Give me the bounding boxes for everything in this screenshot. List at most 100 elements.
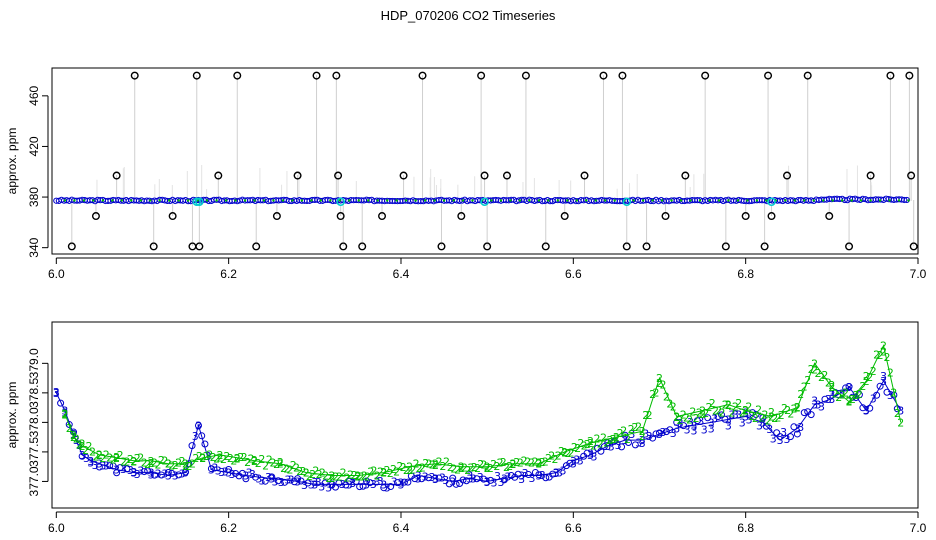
series-2-label: 2 bbox=[82, 444, 89, 457]
series-3-label: 3 bbox=[484, 476, 491, 489]
series-2-label: 2 bbox=[464, 464, 471, 477]
series-2-label: 2 bbox=[801, 380, 808, 393]
series-2-label: 2 bbox=[73, 432, 80, 445]
baseline-point-green bbox=[272, 199, 275, 202]
series-2-label: 2 bbox=[419, 462, 426, 475]
series-2-label: 2 bbox=[539, 456, 546, 469]
series-3-point bbox=[321, 479, 329, 487]
series-2-label: 2 bbox=[781, 402, 788, 415]
series-2-label: 2 bbox=[354, 470, 361, 483]
series-2-label: 2 bbox=[513, 456, 520, 469]
baseline-point-green bbox=[689, 199, 692, 202]
baseline-point-green bbox=[708, 199, 711, 202]
series-2-label: 2 bbox=[461, 462, 468, 475]
y-tick-label: 379.0 bbox=[27, 348, 41, 378]
series-2-label: 2 bbox=[646, 409, 653, 422]
series-2-label: 2 bbox=[794, 401, 801, 414]
series-2-label: 2 bbox=[380, 466, 387, 479]
series-2-label: 2 bbox=[510, 458, 517, 471]
y-axis-label: approx. ppm bbox=[5, 382, 19, 449]
series-3-point bbox=[611, 437, 619, 445]
y-tick-label: 380 bbox=[27, 187, 41, 207]
series-2-label: 2 bbox=[794, 402, 801, 415]
series-3-label: 3 bbox=[677, 417, 684, 430]
series-3-label: 3 bbox=[415, 470, 422, 483]
baseline-point-green bbox=[518, 199, 522, 202]
series-2-label: 2 bbox=[154, 459, 161, 472]
series-2-label: 2 bbox=[673, 410, 680, 423]
series-3-label: 3 bbox=[377, 475, 384, 488]
flagged-point bbox=[332, 71, 341, 80]
series-3-label: 3 bbox=[349, 477, 356, 490]
series-3-point bbox=[297, 477, 305, 485]
series-2-label: 2 bbox=[571, 441, 578, 454]
series-3-point bbox=[597, 447, 605, 455]
baseline-point-green bbox=[82, 199, 86, 202]
series-2-label: 2 bbox=[535, 458, 542, 471]
series-3-label: 3 bbox=[811, 399, 818, 412]
baseline-point-green bbox=[698, 199, 702, 202]
series-2-label: 2 bbox=[120, 456, 127, 469]
baseline-point-green bbox=[111, 199, 114, 202]
series-2-label: 2 bbox=[768, 406, 775, 419]
flagged-point bbox=[909, 242, 918, 251]
series-2-label: 2 bbox=[182, 458, 189, 471]
series-3-point bbox=[842, 384, 850, 392]
baseline-point-green bbox=[585, 199, 588, 202]
x-tick-label: 6.6 bbox=[565, 267, 582, 281]
series-3-label: 3 bbox=[628, 428, 635, 441]
series-3-point bbox=[194, 422, 202, 430]
series-3-label: 3 bbox=[246, 467, 253, 480]
flagged-point bbox=[541, 242, 550, 251]
x-tick-label: 6.4 bbox=[393, 267, 410, 281]
series-2-label: 2 bbox=[371, 465, 378, 478]
flagged-point bbox=[661, 212, 670, 221]
flagged-point bbox=[760, 242, 769, 251]
series-2-label: 2 bbox=[873, 349, 880, 362]
baseline-point-green bbox=[793, 199, 796, 202]
plot-frame bbox=[51, 67, 919, 255]
series-3-label: 3 bbox=[363, 478, 370, 491]
baseline-point-green bbox=[101, 199, 105, 202]
series-3-point bbox=[116, 464, 124, 472]
series-3-point bbox=[188, 442, 196, 450]
baseline-point-green bbox=[907, 199, 910, 202]
series-2-label: 2 bbox=[742, 405, 749, 418]
baseline-point-green bbox=[395, 199, 398, 202]
series-3-label: 3 bbox=[839, 388, 846, 401]
series-3-point bbox=[876, 382, 884, 390]
series-3-point bbox=[631, 441, 639, 449]
series-2-label: 2 bbox=[396, 460, 403, 473]
series-2-label: 2 bbox=[380, 467, 387, 480]
baseline-point-green bbox=[575, 199, 578, 202]
baseline-point-green bbox=[404, 199, 408, 202]
flagged-point bbox=[886, 71, 895, 80]
series-2-label: 2 bbox=[709, 397, 716, 410]
baseline-point-green bbox=[224, 199, 228, 202]
series-2-label: 2 bbox=[528, 457, 535, 470]
series-2-label: 2 bbox=[883, 351, 890, 364]
series-3-label: 3 bbox=[284, 474, 291, 487]
series-3-point bbox=[793, 430, 801, 438]
series-2-label: 2 bbox=[251, 454, 258, 467]
series-2-label: 2 bbox=[535, 457, 542, 470]
baseline-point-green bbox=[594, 199, 597, 202]
series-2-label: 2 bbox=[347, 469, 354, 482]
series-2-label: 2 bbox=[828, 381, 835, 394]
series-3-point bbox=[404, 478, 412, 486]
baseline-point-green bbox=[177, 199, 180, 202]
flagged-point bbox=[701, 71, 710, 80]
series-3-label: 3 bbox=[646, 430, 653, 443]
series-2-label: 2 bbox=[666, 398, 673, 411]
baseline-point-green bbox=[556, 199, 560, 202]
series-2-label: 2 bbox=[839, 389, 846, 402]
baseline-point-green bbox=[367, 199, 370, 202]
series-2-label: 2 bbox=[92, 450, 99, 463]
series-3-label: 3 bbox=[559, 464, 566, 477]
series-2-label: 2 bbox=[192, 452, 199, 465]
series-3-point bbox=[786, 433, 794, 441]
flagged-point bbox=[334, 171, 343, 180]
series-3-point bbox=[411, 475, 419, 483]
series-2-label: 2 bbox=[117, 449, 124, 462]
series-2-label: 2 bbox=[863, 375, 870, 388]
